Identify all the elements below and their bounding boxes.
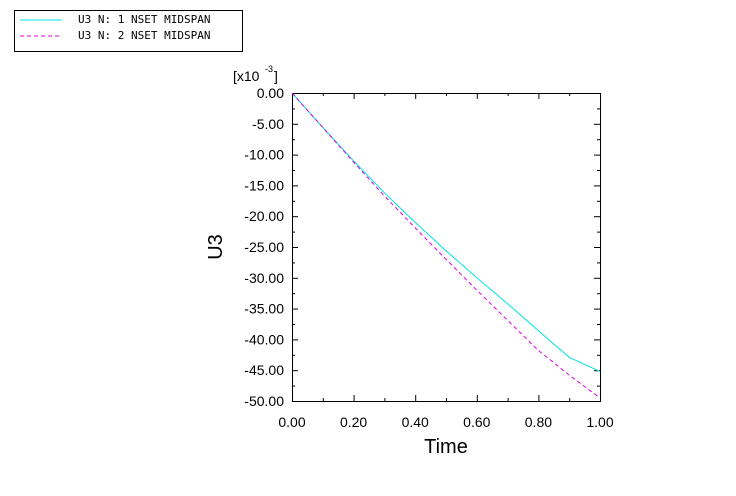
y-tick-label: -25.00 <box>244 239 284 255</box>
x-axis-label: Time <box>424 436 468 458</box>
series-lines <box>291 92 601 399</box>
x-tick-label: 0.20 <box>340 414 367 430</box>
y-axis-label: U3 <box>205 234 227 260</box>
y-tick-label: -5.00 <box>252 116 284 132</box>
legend-label-2: U3 N: 2 NSET MIDSPAN <box>78 29 210 42</box>
y-scale-exponent: -3 <box>265 64 273 74</box>
y-tick-label: -20.00 <box>244 208 284 224</box>
y-tick-label: -30.00 <box>244 270 284 286</box>
x-tick-label: 0.80 <box>525 414 552 430</box>
series-line-2 <box>291 92 601 399</box>
plot-area <box>292 93 601 402</box>
x-tick-label: 0.40 <box>402 414 429 430</box>
y-tick-label: -50.00 <box>244 393 284 409</box>
x-tick-label: 0.00 <box>278 414 305 430</box>
y-tick-label: -45.00 <box>244 362 284 378</box>
legend-label-1: U3 N: 1 NSET MIDSPAN <box>78 13 210 26</box>
y-scale-factor: [x10 -3] <box>233 64 278 84</box>
legend: U3 N: 1 NSET MIDSPAN U3 N: 2 NSET MIDSPAN <box>14 10 243 52</box>
x-tick-label: 0.60 <box>463 414 490 430</box>
y-tick-label: -15.00 <box>244 177 284 193</box>
plot-frame <box>292 93 601 402</box>
legend-box <box>14 10 243 52</box>
y-tick-label: -35.00 <box>244 301 284 317</box>
y-tick-label: -10.00 <box>244 147 284 163</box>
y-tick-label: 0.00 <box>257 85 284 101</box>
axis-labels: Time U3 <box>205 234 468 458</box>
x-tick-label: 1.00 <box>586 414 613 430</box>
y-scale-close: ] <box>274 68 278 84</box>
series-line-1 <box>291 92 601 372</box>
axis-ticks: 0.00 0.20 0.40 0.60 0.80 1.00 0.00 -5.00 -10.00 -… <box>244 85 614 430</box>
y-scale-label: [x10 <box>233 68 260 84</box>
y-tick-label: -40.00 <box>244 331 284 347</box>
